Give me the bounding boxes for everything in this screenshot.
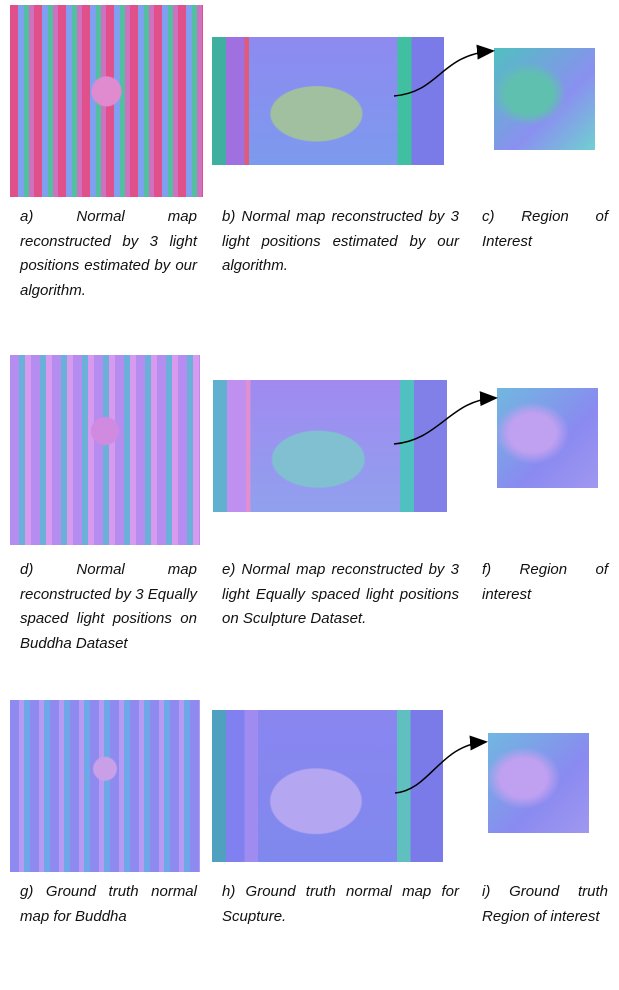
- caption: e) Normal map reconstructed by 3 light E…: [222, 558, 459, 632]
- caption: b) Normal map reconstructed by 3 light p…: [222, 205, 459, 279]
- page: a) Normal map reconstructed by 3 light p…: [0, 0, 619, 990]
- arrow: [394, 51, 492, 96]
- caption: h) Ground truth normal map for Scupture.: [222, 880, 459, 929]
- arrow: [394, 398, 495, 444]
- caption: g) Ground truth normal map for Buddha: [20, 880, 197, 929]
- caption: f) Region of interest: [482, 558, 608, 607]
- caption: i) Ground truth Region of interest: [482, 880, 608, 929]
- caption: c) Region of Interest: [482, 205, 608, 254]
- arrow: [395, 742, 485, 793]
- caption: a) Normal map reconstructed by 3 light p…: [20, 205, 197, 303]
- caption: d) Normal map reconstructed by 3 Equally…: [20, 558, 197, 656]
- arrows: [0, 0, 619, 990]
